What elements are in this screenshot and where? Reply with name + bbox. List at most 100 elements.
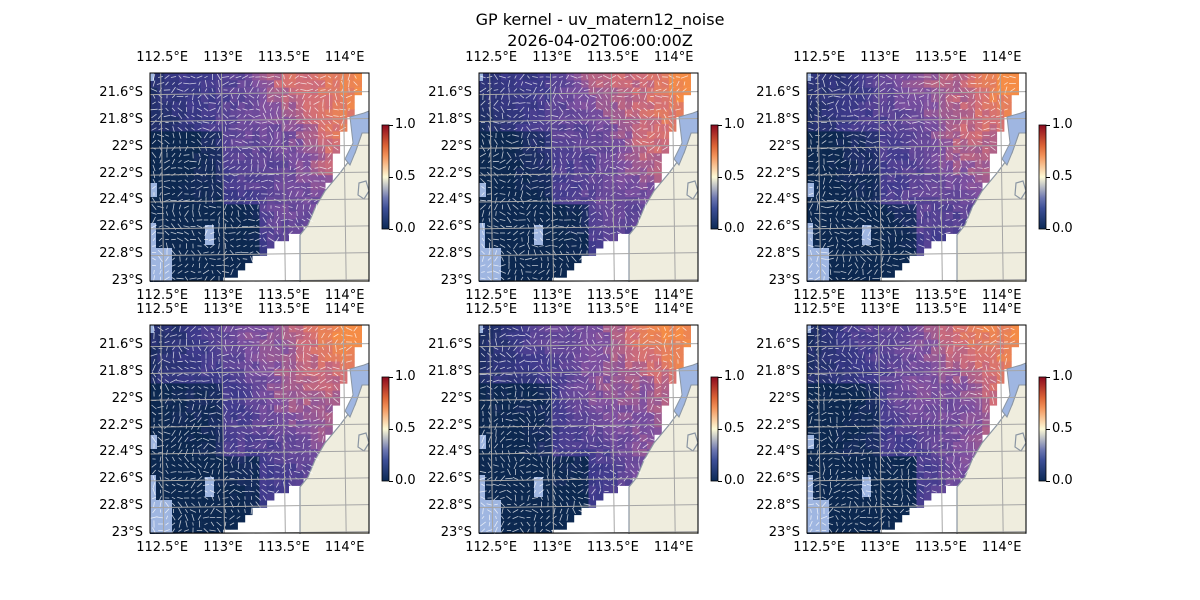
y-tick-2-panel-1: 21.8°S bbox=[99, 111, 143, 127]
y-tick-7-panel-3: 22.8°S bbox=[756, 246, 800, 262]
x-tick-top-3-panel-2: 113.5°E bbox=[586, 50, 639, 65]
map-panel-5 bbox=[478, 324, 699, 534]
gridlines bbox=[149, 72, 370, 282]
axes-frame bbox=[806, 324, 1027, 534]
map-panel-6 bbox=[806, 324, 1027, 534]
nearshore-missing bbox=[344, 110, 370, 166]
x-tick-bottom-1-panel-3: 112.5°E bbox=[793, 288, 846, 303]
x-tick-bottom-2-panel-6: 113°E bbox=[860, 540, 900, 555]
colorbar-tick-mark-3-panel-2 bbox=[718, 125, 722, 126]
x-tick-bottom-2-panel-4: 113°E bbox=[203, 540, 243, 555]
nearshore-missing bbox=[1001, 362, 1027, 418]
y-tick-3-panel-1: 22°S bbox=[111, 138, 143, 154]
y-tick-4-panel-2: 22.2°S bbox=[428, 165, 472, 181]
x-tick-bottom-2-panel-5: 113°E bbox=[532, 540, 572, 555]
colorbar-tick-2-panel-5: 0.5 bbox=[724, 421, 745, 436]
x-tick-bottom-4-panel-5: 114°E bbox=[653, 540, 694, 555]
x-tick-top-1-panel-1: 112.5°E bbox=[136, 50, 189, 65]
colorbar-tick-3-panel-3: 1.0 bbox=[1052, 117, 1073, 132]
x-tick-top-2-panel-1: 113°E bbox=[203, 50, 243, 65]
y-tick-6-panel-6: 22.6°S bbox=[756, 471, 800, 487]
x-tick-bottom-4-panel-3: 114°E bbox=[981, 288, 1022, 303]
colorbar-tick-3-panel-1: 1.0 bbox=[395, 117, 416, 132]
x-tick-bottom-1-panel-2: 112.5°E bbox=[465, 288, 518, 303]
colorbar-tick-2-panel-4: 0.5 bbox=[395, 421, 416, 436]
x-tick-top-3-panel-4: 113.5°E bbox=[257, 302, 310, 317]
x-tick-top-2-panel-3: 113°E bbox=[860, 50, 900, 65]
map-panel-3 bbox=[806, 72, 1027, 282]
x-tick-top-4-panel-2: 114°E bbox=[653, 50, 694, 65]
y-tick-5-panel-4: 22.4°S bbox=[99, 444, 143, 460]
colorbar-tick-3-panel-2: 1.0 bbox=[724, 117, 745, 132]
y-tick-1-panel-5: 21.6°S bbox=[428, 337, 472, 353]
axes-frame bbox=[149, 324, 370, 534]
colorbar-tick-mark-3-panel-5 bbox=[718, 377, 722, 378]
y-tick-2-panel-4: 21.8°S bbox=[99, 363, 143, 379]
x-tick-top-3-panel-5: 113.5°E bbox=[586, 302, 639, 317]
colorbar-tick-mark-3-panel-1 bbox=[389, 125, 393, 126]
y-tick-2-panel-6: 21.8°S bbox=[756, 363, 800, 379]
axes-frame bbox=[478, 324, 699, 534]
y-tick-4-panel-5: 22.2°S bbox=[428, 417, 472, 433]
x-tick-bottom-4-panel-1: 114°E bbox=[324, 288, 365, 303]
x-tick-top-2-panel-6: 113°E bbox=[860, 302, 900, 317]
colorbar-tick-3-panel-6: 1.0 bbox=[1052, 369, 1073, 384]
map-panel-1 bbox=[149, 72, 370, 282]
colorbar-tick-mark-3-panel-3 bbox=[1046, 125, 1050, 126]
y-tick-6-panel-3: 22.6°S bbox=[756, 219, 800, 235]
y-tick-4-panel-6: 22.2°S bbox=[756, 417, 800, 433]
y-tick-2-panel-3: 21.8°S bbox=[756, 111, 800, 127]
y-tick-8-panel-1: 23°S bbox=[111, 273, 143, 288]
missing-data bbox=[807, 325, 871, 533]
y-tick-7-panel-1: 22.8°S bbox=[99, 246, 143, 262]
island bbox=[357, 432, 370, 452]
y-tick-5-panel-3: 22.4°S bbox=[756, 192, 800, 208]
colorbar-tick-mark-1-panel-5 bbox=[718, 481, 722, 482]
field-cells bbox=[479, 325, 691, 534]
x-tick-bottom-3-panel-1: 113.5°E bbox=[257, 288, 310, 303]
colorbar-tick-mark-3-panel-6 bbox=[1046, 377, 1050, 378]
axes-frame bbox=[806, 72, 1027, 282]
y-tick-3-panel-2: 22°S bbox=[440, 138, 472, 154]
x-tick-top-4-panel-6: 114°E bbox=[981, 302, 1022, 317]
island bbox=[1014, 432, 1027, 452]
y-tick-8-panel-2: 23°S bbox=[440, 273, 472, 288]
island bbox=[686, 180, 699, 200]
gridlines bbox=[149, 324, 370, 534]
gridlines bbox=[806, 324, 1027, 534]
colorbar-tick-mark-1-panel-3 bbox=[1046, 229, 1050, 230]
current-vectors bbox=[150, 73, 358, 282]
x-tick-top-1-panel-5: 112.5°E bbox=[465, 302, 518, 317]
y-tick-3-panel-6: 22°S bbox=[768, 390, 800, 406]
x-tick-bottom-4-panel-6: 114°E bbox=[981, 540, 1022, 555]
y-tick-3-panel-4: 22°S bbox=[111, 390, 143, 406]
x-tick-top-3-panel-1: 113.5°E bbox=[257, 50, 310, 65]
y-tick-6-panel-2: 22.6°S bbox=[428, 219, 472, 235]
colorbar-tick-1-panel-4: 0.0 bbox=[395, 473, 416, 488]
current-vectors bbox=[150, 326, 358, 534]
x-tick-top-1-panel-3: 112.5°E bbox=[793, 50, 846, 65]
y-tick-8-panel-4: 23°S bbox=[111, 525, 143, 540]
x-tick-bottom-3-panel-3: 113.5°E bbox=[914, 288, 967, 303]
x-tick-top-2-panel-5: 113°E bbox=[532, 302, 572, 317]
x-tick-top-4-panel-3: 114°E bbox=[981, 50, 1022, 65]
nearshore-missing bbox=[1001, 110, 1027, 166]
colorbar-tick-1-panel-3: 0.0 bbox=[1052, 221, 1073, 236]
colorbar-tick-2-panel-6: 0.5 bbox=[1052, 421, 1073, 436]
x-tick-bottom-4-panel-2: 114°E bbox=[653, 288, 694, 303]
colorbar-tick-mark-2-panel-4 bbox=[389, 429, 393, 430]
y-tick-4-panel-1: 22.2°S bbox=[99, 165, 143, 181]
colorbar-tick-mark-2-panel-2 bbox=[718, 177, 722, 178]
gridlines bbox=[478, 324, 699, 534]
y-tick-7-panel-5: 22.8°S bbox=[428, 498, 472, 514]
x-tick-top-1-panel-2: 112.5°E bbox=[465, 50, 518, 65]
y-tick-7-panel-2: 22.8°S bbox=[428, 246, 472, 262]
y-tick-8-panel-3: 23°S bbox=[768, 273, 800, 288]
x-tick-top-4-panel-4: 114°E bbox=[324, 302, 365, 317]
x-tick-top-4-panel-5: 114°E bbox=[653, 302, 694, 317]
y-tick-8-panel-5: 23°S bbox=[440, 525, 472, 540]
map-panel-2 bbox=[478, 72, 699, 282]
colorbar-tick-mark-1-panel-4 bbox=[389, 481, 393, 482]
y-tick-1-panel-2: 21.6°S bbox=[428, 85, 472, 101]
